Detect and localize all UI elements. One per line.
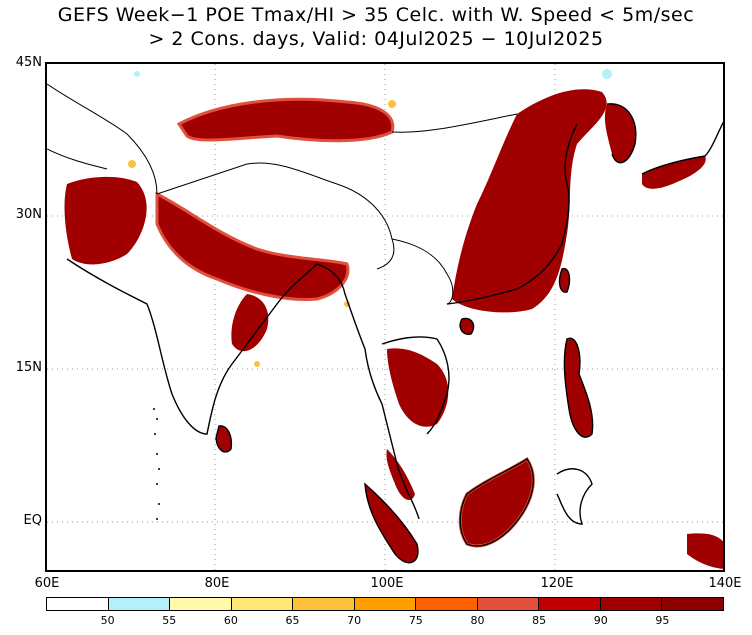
lon-label-100e: 100E — [370, 576, 404, 591]
colorbar-level-label: 90 — [593, 614, 608, 627]
map-svg — [47, 64, 723, 570]
maldives-islands — [153, 408, 160, 520]
colorbar-level-label: 95 — [655, 614, 670, 627]
lon-label-60e: 60E — [34, 576, 60, 591]
colorbar-segment — [600, 598, 663, 610]
colorbar — [46, 597, 724, 611]
colorbar-segment — [47, 598, 109, 610]
colorbar-segment — [539, 598, 601, 610]
lon-label-120e: 120E — [540, 576, 574, 591]
colorbar-level-label: 75 — [408, 614, 423, 627]
lon-label-80e: 80E — [204, 576, 230, 591]
colorbar-segment — [354, 598, 417, 610]
colorbar-segment — [170, 598, 232, 610]
colorbar-segment — [293, 598, 355, 610]
colorbar-level-label: 70 — [347, 614, 362, 627]
country-borders — [47, 83, 518, 305]
colorbar-segment — [477, 598, 540, 610]
lat-label-45n: 45N — [15, 55, 42, 70]
lat-label-30n: 30N — [15, 207, 42, 222]
lon-label-140e: 140E — [708, 576, 742, 591]
colorbar-segment — [662, 598, 724, 610]
lat-label-15n: 15N — [15, 360, 42, 375]
colorbar-segment — [231, 598, 294, 610]
colorbar-level-label: 60 — [223, 614, 238, 627]
colorbar-level-label: 50 — [100, 614, 115, 627]
colorbar-segment — [416, 598, 478, 610]
map-title-line-2: > 2 Cons. days, Valid: 04Jul2025 − 10Jul… — [148, 28, 604, 50]
coastlines — [66, 103, 723, 564]
colorbar-level-label: 80 — [470, 614, 485, 627]
colorbar-level-label: 85 — [532, 614, 547, 627]
colorbar-segment — [108, 598, 171, 610]
lat-label-eq: EQ — [23, 513, 42, 528]
colorbar-level-label: 55 — [162, 614, 177, 627]
colorbar-level-label: 65 — [285, 614, 300, 627]
map-panel — [45, 62, 725, 572]
probability-low-spots — [134, 69, 612, 79]
probability-fringes — [155, 97, 535, 548]
map-title-line-1: GEFS Week−1 POE Tmax/HI > 35 Celc. with … — [57, 4, 695, 26]
